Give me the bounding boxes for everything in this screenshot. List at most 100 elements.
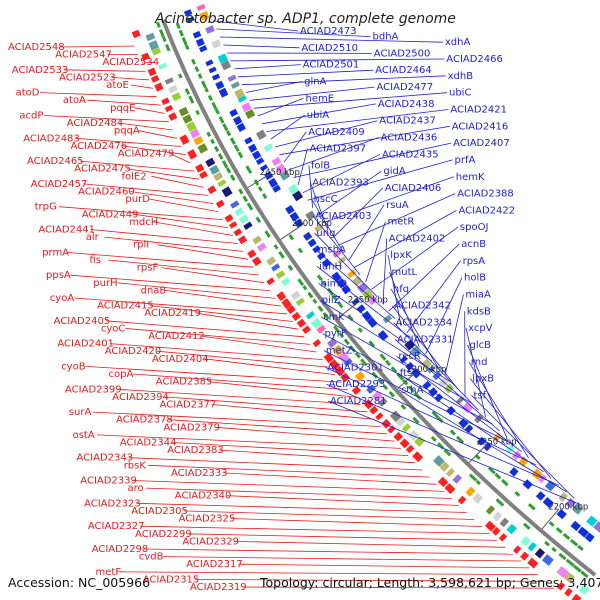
- feature-segment: [535, 491, 546, 501]
- gene-label-left: acdP: [19, 111, 43, 122]
- feature-segment: [237, 151, 244, 159]
- gene-label-left: surA: [69, 407, 92, 418]
- gene-label-left: ACIAD2327: [88, 521, 145, 532]
- feature-segment: [331, 271, 342, 283]
- gene-label-right: metR: [388, 217, 415, 228]
- feature-segment: [275, 270, 286, 280]
- feature-segment: [446, 405, 456, 416]
- feature-segment: [168, 84, 178, 94]
- feature-segment: [430, 435, 437, 442]
- gene-label-right: ACIAD2501: [303, 60, 360, 71]
- scale-label: 2250 kbp: [477, 438, 517, 448]
- feature-segment: [499, 517, 510, 528]
- feature-segment: [230, 81, 240, 89]
- feature-segment: [192, 30, 202, 39]
- scale-label: 2400 kbp: [292, 219, 332, 229]
- feature-segment: [476, 436, 486, 446]
- feature-segment: [593, 521, 600, 533]
- feature-segment: [302, 285, 308, 291]
- feature-segment: [492, 511, 503, 522]
- gene-connector-right: [398, 389, 567, 493]
- gene-connector-right: [283, 131, 307, 163]
- gene-connector-right: [425, 277, 463, 355]
- feature-segment: [580, 570, 589, 579]
- feature-segment: [405, 444, 415, 454]
- gene-label-left: dnaB: [141, 285, 167, 296]
- feature-segment: [382, 314, 393, 324]
- feature-segment: [523, 522, 531, 530]
- feature-segment: [215, 109, 220, 115]
- feature-segment: [334, 365, 345, 377]
- gene-label-right: ACIAD2281: [330, 396, 387, 407]
- gene-connector-left: [117, 282, 276, 299]
- feature-segment: [187, 149, 198, 160]
- feature-segment: [316, 251, 326, 261]
- scale-tick: [280, 224, 303, 240]
- feature-segment: [255, 216, 262, 224]
- gene-label-left: ACIAD2299: [135, 529, 192, 540]
- feature-segment: [217, 53, 229, 64]
- feature-segment: [389, 410, 402, 423]
- feature-segment: [412, 416, 420, 425]
- feature-segment: [563, 572, 575, 584]
- gene-label-left: cvdB: [139, 552, 164, 563]
- feature-segment: [168, 112, 178, 121]
- scale-tick: [337, 301, 359, 319]
- feature-segment: [577, 526, 589, 538]
- gene-connector-left: [234, 541, 506, 548]
- gene-label-right: sthA: [401, 385, 423, 396]
- feature-segment: [316, 274, 323, 281]
- feature-segment: [338, 332, 345, 339]
- feature-segment: [230, 200, 240, 209]
- gene-connector-left: [161, 267, 265, 284]
- feature-segment: [189, 128, 201, 139]
- gene-label-left: folE2: [122, 171, 147, 182]
- feature-segment: [183, 9, 193, 17]
- gene-connector-right: [365, 221, 386, 283]
- gene-label-left: ACIAD2460: [78, 187, 135, 198]
- feature-segment: [509, 467, 519, 477]
- gene-connector-right: [257, 97, 304, 117]
- feature-segment: [279, 170, 291, 181]
- gene-label-right: holB: [464, 273, 486, 284]
- gene-connector-right: [393, 322, 479, 411]
- feature-segment: [384, 359, 392, 367]
- gene-label-right: ACIAD2464: [375, 65, 432, 76]
- feature-segment: [141, 52, 151, 61]
- feature-segment: [196, 3, 206, 12]
- feature-segment: [197, 143, 208, 154]
- gene-connector-right: [253, 92, 448, 109]
- feature-segment: [455, 395, 465, 405]
- gene-connector-left: [144, 548, 514, 555]
- feature-segment: [399, 355, 408, 364]
- feature-segment: [162, 36, 167, 42]
- feature-segment: [584, 532, 595, 543]
- gene-connector-right: [332, 187, 383, 239]
- feature-segment: [414, 436, 425, 447]
- feature-segment: [292, 190, 304, 202]
- gene-connector-right: [293, 142, 452, 178]
- feature-segment: [464, 424, 474, 434]
- gene-connector-right: [444, 294, 464, 376]
- gene-connector-left: [130, 84, 153, 89]
- gene-label-left: cyoA: [50, 293, 75, 304]
- feature-segment: [199, 11, 210, 21]
- gene-connector-right: [223, 44, 300, 49]
- feature-segment: [210, 138, 215, 145]
- gene-connector-left: [75, 137, 182, 147]
- gene-connector-right: [308, 165, 313, 208]
- gene-connector-right: [309, 182, 329, 231]
- gene-connector-left: [219, 449, 416, 464]
- gene-label-left: ostA: [73, 430, 95, 441]
- feature-segment: [297, 278, 305, 286]
- gene-connector-right: [468, 361, 530, 459]
- gene-connector-left: [172, 442, 409, 456]
- feature-segment: [211, 39, 222, 49]
- feature-segment: [281, 298, 292, 309]
- feature-segment: [246, 202, 254, 211]
- feature-segment: [321, 281, 327, 287]
- gene-label-left: ACIAD2547: [55, 50, 112, 61]
- gene-label-left: ACIAD2457: [31, 179, 88, 190]
- gene-label-right: rnd: [471, 357, 488, 368]
- gene-connector-right: [394, 338, 500, 432]
